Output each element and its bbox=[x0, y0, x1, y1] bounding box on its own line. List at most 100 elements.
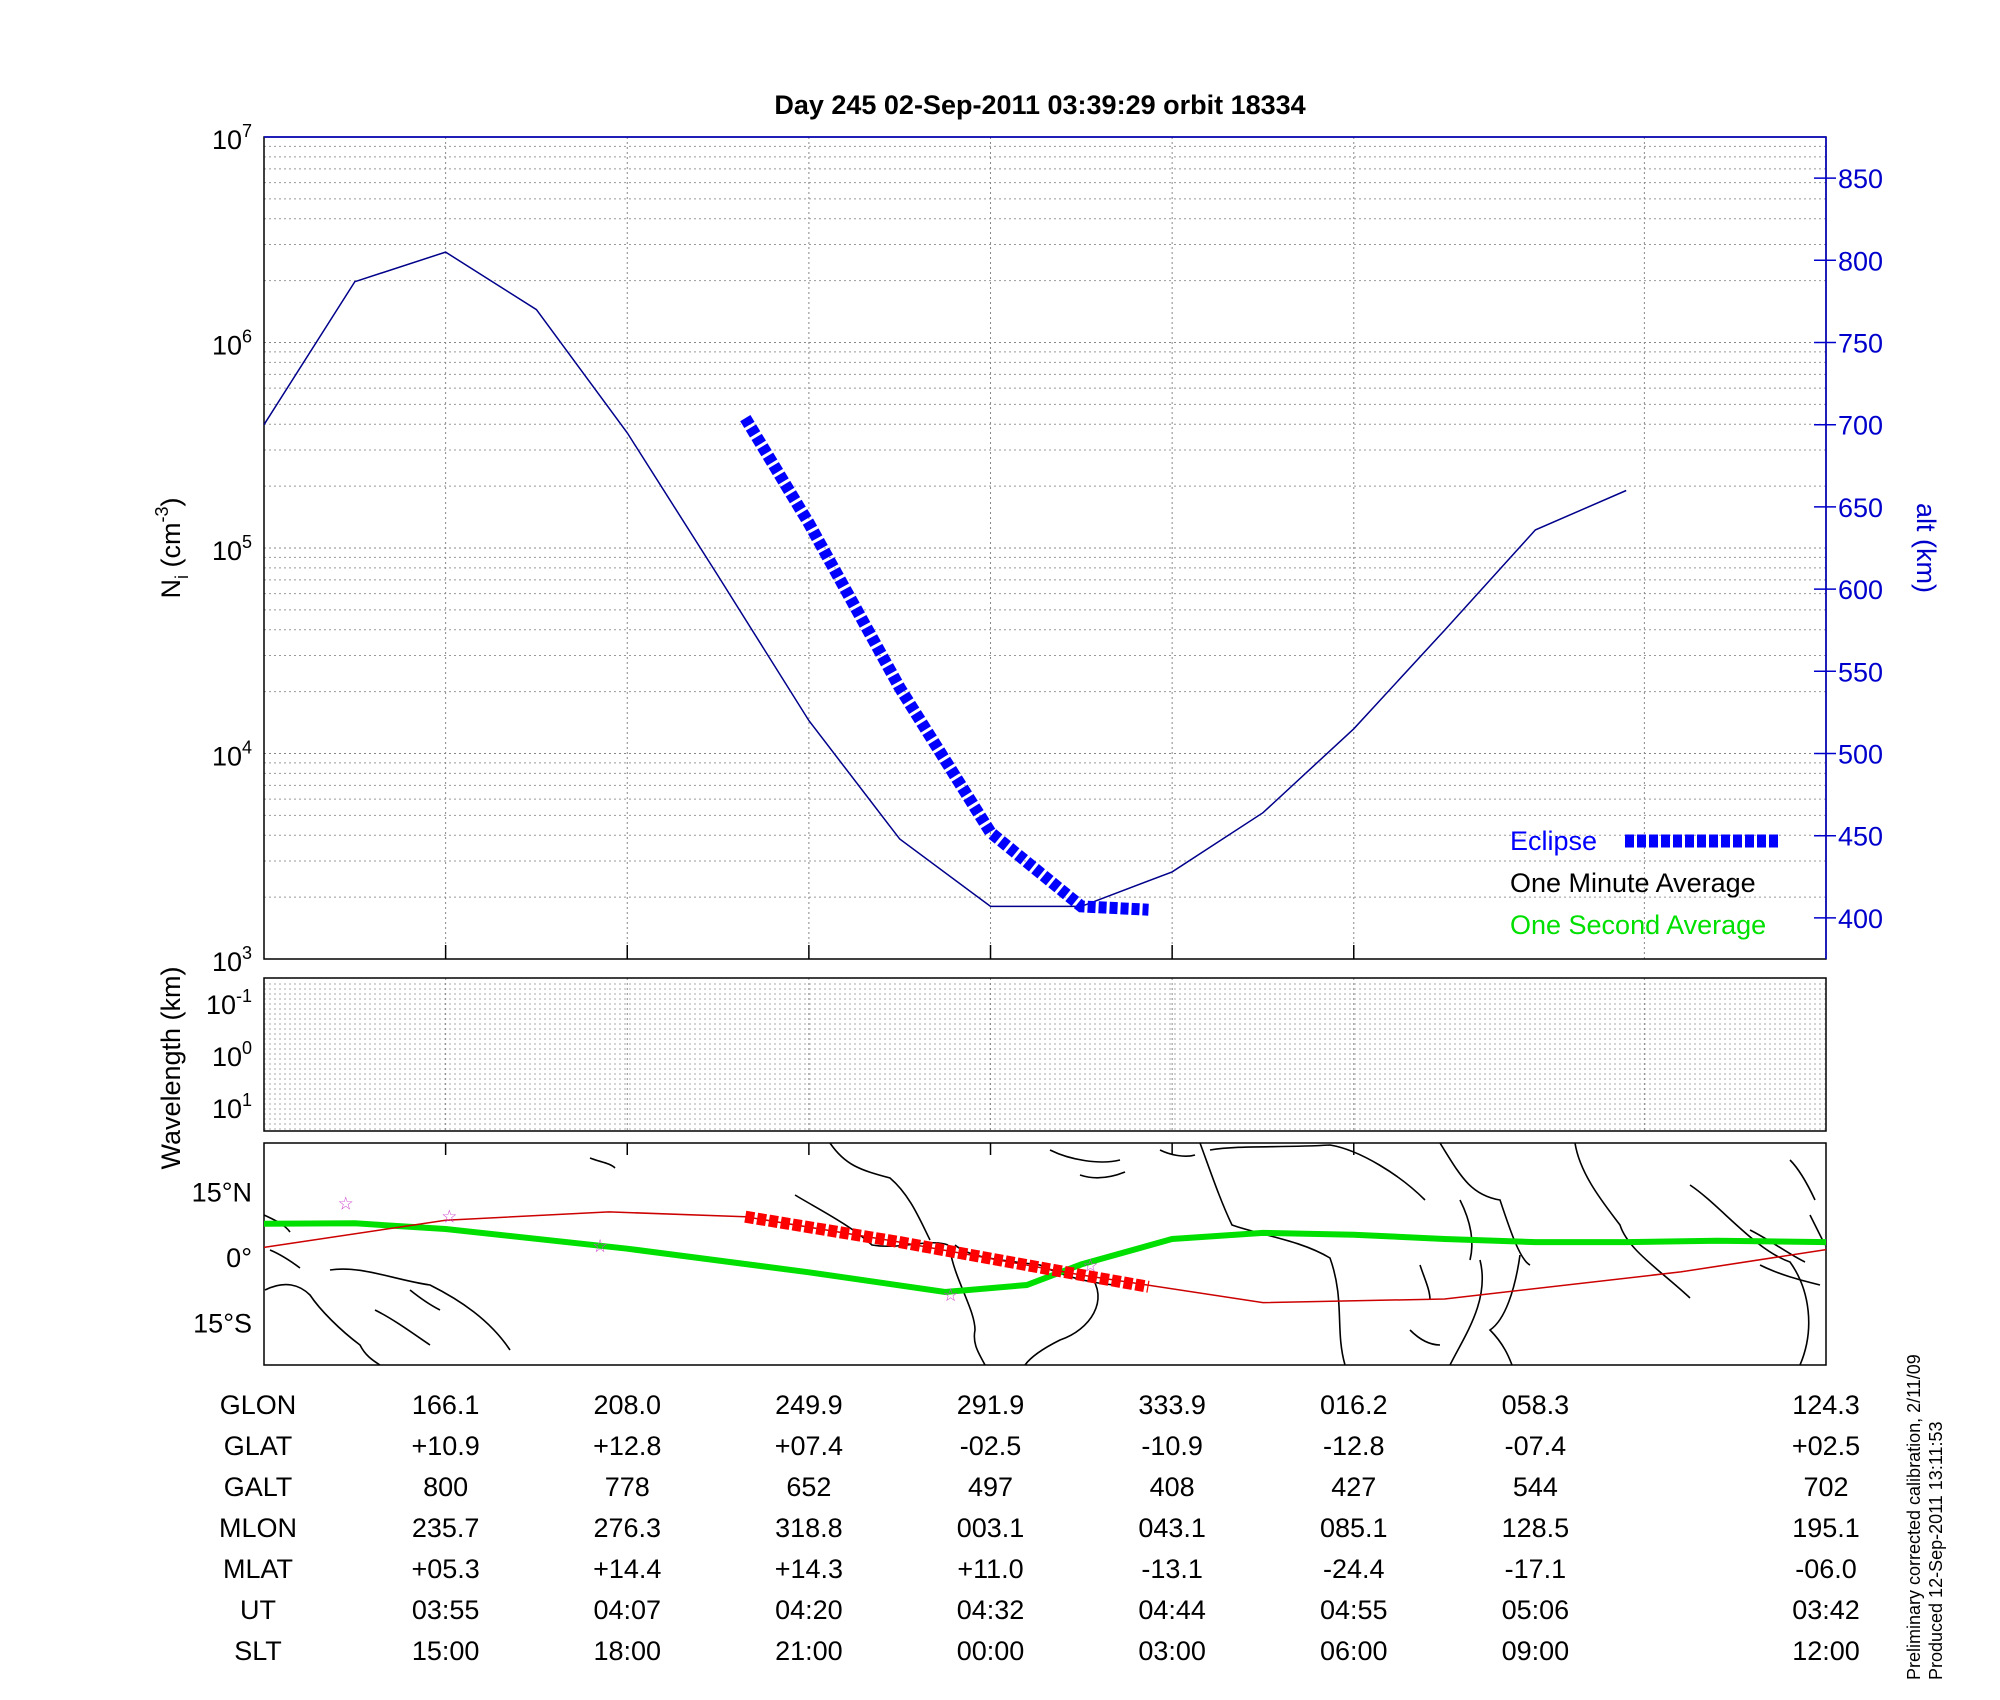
density-tick-label: 104 bbox=[212, 738, 252, 772]
altitude-line bbox=[263, 251, 1627, 908]
wavelength-tick-label: 100 bbox=[212, 1038, 252, 1072]
altitude-tick-label: 600 bbox=[1838, 575, 1883, 605]
table-cell: 408 bbox=[1150, 1472, 1195, 1502]
table-cell: 003.1 bbox=[957, 1513, 1025, 1543]
altitude-tick-label: 850 bbox=[1838, 164, 1883, 194]
table-cell: 427 bbox=[1331, 1472, 1376, 1502]
legend-one-second-label: One Second Average bbox=[1510, 910, 1766, 940]
table-cell: 702 bbox=[1803, 1472, 1848, 1502]
table-cell: 04:55 bbox=[1320, 1595, 1388, 1625]
table-cell: -07.4 bbox=[1505, 1431, 1567, 1461]
density-tick-label: 106 bbox=[212, 327, 252, 361]
table-cell: 03:42 bbox=[1792, 1595, 1860, 1625]
table-cell: +11.0 bbox=[957, 1554, 1023, 1584]
table-cell: +14.3 bbox=[775, 1554, 843, 1584]
star-marker: ☆ bbox=[592, 1236, 608, 1256]
altitude-tick-label: 750 bbox=[1838, 329, 1883, 359]
altitude-tick-label: 550 bbox=[1838, 657, 1883, 687]
map-series bbox=[263, 1210, 1827, 1304]
table-cell: 04:20 bbox=[775, 1595, 843, 1625]
table-cell: 18:00 bbox=[593, 1636, 661, 1666]
map-star-markers: ☆ ☆ ☆ ☆ ☆ bbox=[338, 1193, 1099, 1305]
table-cell: 15:00 bbox=[412, 1636, 480, 1666]
ion-density-y-ticks: 103 104 105 106 107 bbox=[212, 121, 252, 977]
table-cell: +12.8 bbox=[593, 1431, 661, 1461]
wavelength-panel: 10-1 100 101 Wavelength (km) bbox=[156, 966, 1827, 1170]
latitude-tick-label: 15°S bbox=[193, 1309, 252, 1339]
legend-one-minute-label: One Minute Average bbox=[1510, 868, 1756, 898]
table-cell: 04:32 bbox=[957, 1595, 1025, 1625]
calibration-note: Preliminary corrected calibration, 2/11/… bbox=[1904, 1354, 1924, 1680]
ground-track-line bbox=[263, 1211, 1827, 1304]
altitude-tick-label: 800 bbox=[1838, 246, 1883, 276]
table-cell: -17.1 bbox=[1505, 1554, 1567, 1584]
table-cell: -02.5 bbox=[960, 1431, 1022, 1461]
legend-eclipse-label: Eclipse bbox=[1510, 826, 1597, 856]
table-cell: +10.9 bbox=[411, 1431, 479, 1461]
star-marker: ☆ bbox=[441, 1206, 457, 1226]
altitude-tick-label: 500 bbox=[1838, 740, 1883, 770]
altitude-tick-label: 700 bbox=[1838, 411, 1883, 441]
table-row-label: GLAT bbox=[224, 1431, 293, 1461]
latitude-tick-label: 0° bbox=[226, 1243, 252, 1273]
table-cell: 03:00 bbox=[1138, 1636, 1206, 1666]
table-cell: 058.3 bbox=[1502, 1390, 1570, 1420]
wavelength-tick-label: 101 bbox=[212, 1090, 252, 1124]
table-cell: -12.8 bbox=[1323, 1431, 1385, 1461]
table-cell: -13.1 bbox=[1141, 1554, 1203, 1584]
star-marker: ☆ bbox=[1082, 1255, 1098, 1275]
map-panel: 15°N 0° 15°S ☆ ☆ ☆ ☆ ☆ bbox=[192, 1142, 1827, 1366]
table-cell: 05:06 bbox=[1502, 1595, 1570, 1625]
table-cell: 043.1 bbox=[1138, 1513, 1206, 1543]
table-row-label: GALT bbox=[224, 1472, 293, 1502]
altitude-tick-label: 450 bbox=[1838, 822, 1883, 852]
table-row-label: UT bbox=[240, 1595, 276, 1625]
orbit-ephemeris-table: GLON GLAT GALT MLON MLAT UT SLT 166.1 +10.9 800 23… bbox=[219, 1390, 1860, 1666]
wavelength-axis-label: Wavelength (km) bbox=[156, 966, 186, 1169]
map-y-ticks: 15°N 0° 15°S bbox=[192, 1177, 252, 1338]
wavelength-grid bbox=[263, 978, 1826, 1131]
star-marker: ☆ bbox=[338, 1193, 354, 1213]
table-cell: 235.7 bbox=[412, 1513, 480, 1543]
produced-note: Produced 12-Sep-2011 13:11:53 bbox=[1926, 1421, 1946, 1680]
table-cell: 04:44 bbox=[1138, 1595, 1206, 1625]
coastline-map bbox=[263, 1142, 1826, 1366]
star-marker: ☆ bbox=[942, 1285, 958, 1305]
altitude-axis-label: alt (km) bbox=[1911, 503, 1941, 593]
table-cell: 06:00 bbox=[1320, 1636, 1388, 1666]
table-cell: 652 bbox=[786, 1472, 831, 1502]
table-cell: 03:55 bbox=[412, 1595, 480, 1625]
ion-density-series bbox=[263, 251, 1627, 916]
table-cell: 166.1 bbox=[412, 1390, 480, 1420]
table-cell: 318.8 bbox=[775, 1513, 843, 1543]
one-second-average-line bbox=[263, 1220, 1827, 1296]
wavelength-frame bbox=[263, 977, 1827, 1132]
density-tick-label: 107 bbox=[212, 121, 252, 155]
table-cell: 195.1 bbox=[1792, 1513, 1860, 1543]
table-cell: 497 bbox=[968, 1472, 1013, 1502]
altitude-tick-label: 650 bbox=[1838, 493, 1883, 523]
altitude-tick-label: 400 bbox=[1838, 904, 1883, 934]
table-cell: 12:00 bbox=[1792, 1636, 1860, 1666]
table-cell: -24.4 bbox=[1323, 1554, 1385, 1584]
ion-density-axis-label: Ni (cm-3) bbox=[152, 498, 192, 599]
table-cell: +07.4 bbox=[775, 1431, 843, 1461]
eclipse-track-segment bbox=[744, 1210, 1150, 1293]
table-cell: 128.5 bbox=[1502, 1513, 1570, 1543]
table-row-label: MLAT bbox=[223, 1554, 293, 1584]
table-cell: 544 bbox=[1513, 1472, 1558, 1502]
altitude-axis-ticks: 400 450 500 550 600 650 700 750 800 850 bbox=[1814, 164, 1883, 934]
density-tick-label: 103 bbox=[212, 943, 252, 977]
table-row-label: GLON bbox=[220, 1390, 297, 1420]
table-row-label: MLON bbox=[219, 1513, 297, 1543]
table-cell: 333.9 bbox=[1138, 1390, 1206, 1420]
ion-density-x-ticks bbox=[444, 945, 1355, 959]
table-cell: 04:07 bbox=[593, 1595, 661, 1625]
table-cell: +05.3 bbox=[411, 1554, 479, 1584]
table-cell: +02.5 bbox=[1792, 1431, 1860, 1461]
eclipse-segment bbox=[740, 414, 1149, 916]
table-cell: 09:00 bbox=[1502, 1636, 1570, 1666]
density-tick-label: 105 bbox=[212, 532, 252, 566]
table-cell: 016.2 bbox=[1320, 1390, 1388, 1420]
